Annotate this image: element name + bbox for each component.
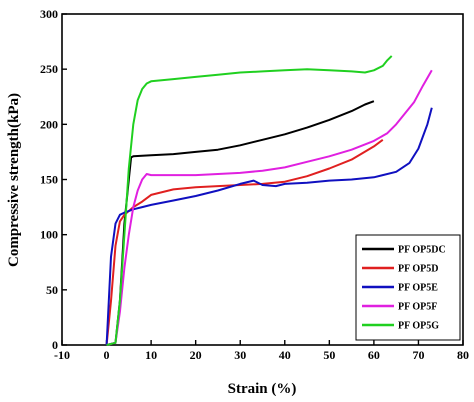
legend-label-pf-op5e: PF OP5E xyxy=(398,283,438,294)
x-tick-label: 50 xyxy=(323,348,335,362)
y-tick-label: 50 xyxy=(46,283,58,297)
series-line-pf-op5f xyxy=(106,69,433,346)
y-axis: 0 50 100 150 200 250 300 xyxy=(40,7,67,352)
legend-label-pf-op5dc: PF OP5DC xyxy=(398,245,446,256)
x-tick-label: 20 xyxy=(190,348,202,362)
x-tick-label: 10 xyxy=(145,348,157,362)
legend: PF OP5DC PF OP5D PF OP5E PF OP5F PF OP5G xyxy=(355,234,461,341)
x-axis: -10 0 10 20 30 40 50 60 70 80 xyxy=(54,340,469,362)
series-line-pf-op5e xyxy=(105,107,433,346)
x-axis-title: Strain (%) xyxy=(228,381,297,397)
series-line-pf-op5g xyxy=(106,55,393,346)
legend-label-pf-op5d: PF OP5D xyxy=(398,264,438,275)
x-tick-label: 80 xyxy=(457,348,469,362)
x-tick-label: 40 xyxy=(279,348,291,362)
series-layer xyxy=(105,55,433,346)
y-tick-label: 250 xyxy=(40,62,58,76)
legend-label-pf-op5g: PF OP5G xyxy=(398,321,439,332)
x-tick-label: 70 xyxy=(412,348,424,362)
series-line-pf-op5d xyxy=(105,138,384,346)
x-tick-label: 60 xyxy=(368,348,380,362)
x-tick-label: -10 xyxy=(54,348,70,362)
y-tick-label: 200 xyxy=(40,117,58,131)
series-line-pf-op5dc xyxy=(106,100,375,346)
legend-label-pf-op5f: PF OP5F xyxy=(398,302,437,313)
y-tick-label: 300 xyxy=(40,7,58,21)
y-tick-label: 150 xyxy=(40,173,58,187)
y-axis-title: Compressive strength(kPa) xyxy=(6,93,22,267)
x-tick-label: 0 xyxy=(104,348,110,362)
x-tick-label: 30 xyxy=(234,348,246,362)
y-tick-label: 0 xyxy=(52,338,58,352)
y-tick-label: 100 xyxy=(40,228,58,242)
